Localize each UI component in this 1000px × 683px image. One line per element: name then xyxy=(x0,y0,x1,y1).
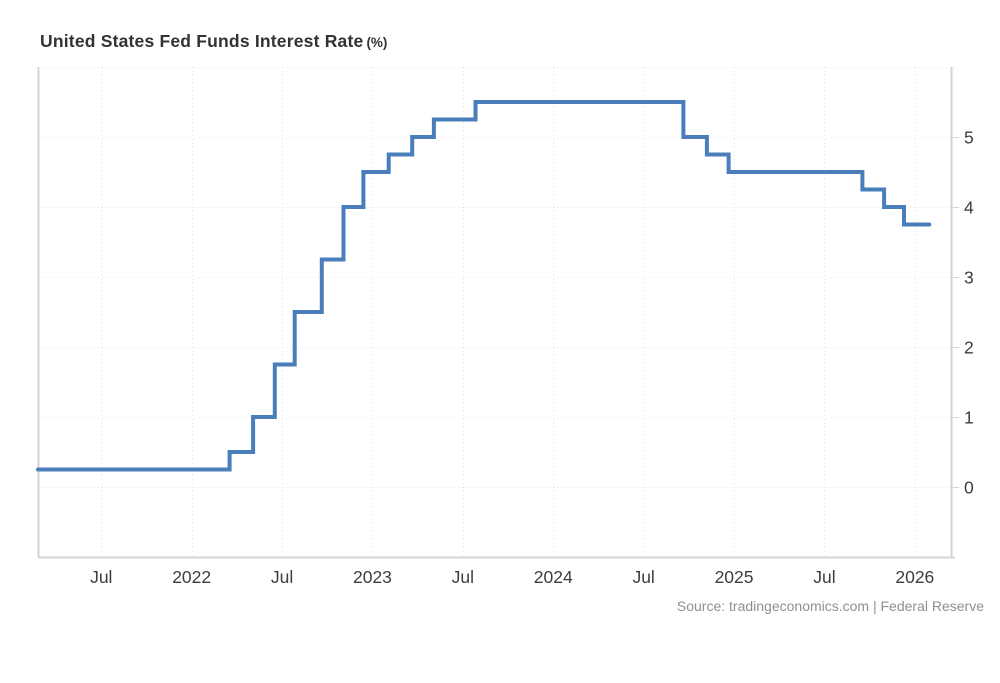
x-tick-label: 2025 xyxy=(715,567,754,587)
chart-title-unit: (%) xyxy=(366,35,388,50)
x-tick-label: Jul xyxy=(813,567,835,587)
y-tick-label: 0 xyxy=(964,478,974,498)
y-tick-label: 5 xyxy=(964,128,974,148)
rate-series-line xyxy=(36,100,932,472)
y-tick-label: 1 xyxy=(964,408,974,428)
x-tick-label: Jul xyxy=(452,567,474,587)
x-tick-label: Jul xyxy=(271,567,293,587)
x-tick-label: 2023 xyxy=(353,567,392,587)
x-tick-label: 2026 xyxy=(895,567,934,587)
y-tick-label: 4 xyxy=(964,198,974,218)
x-tick-label: 2022 xyxy=(172,567,211,587)
x-tick-label: Jul xyxy=(90,567,112,587)
source-credit: Source: tradingeconomics.com | Federal R… xyxy=(676,598,984,614)
chart-title: United States Fed Funds Interest Rate (%) xyxy=(40,31,387,52)
chart-title-text: United States Fed Funds Interest Rate xyxy=(40,31,364,51)
y-tick-label: 2 xyxy=(964,338,974,358)
x-tick-label: Jul xyxy=(632,567,654,587)
y-tick-label: 3 xyxy=(964,268,974,288)
x-tick-label: 2024 xyxy=(534,567,573,587)
